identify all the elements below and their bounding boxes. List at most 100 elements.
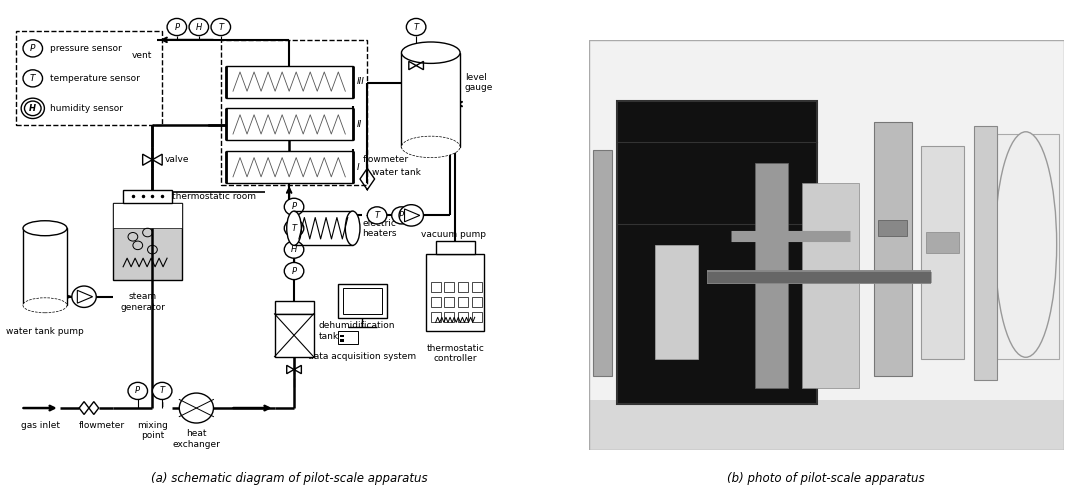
Bar — [294, 211, 353, 246]
Bar — [472, 297, 482, 307]
Text: H: H — [291, 245, 297, 254]
Bar — [458, 282, 468, 292]
Text: flowmeter: flowmeter — [79, 421, 125, 430]
Circle shape — [25, 101, 41, 116]
Text: water tank: water tank — [373, 168, 421, 177]
Circle shape — [23, 70, 42, 87]
Text: electric
heaters: electric heaters — [363, 218, 397, 238]
Circle shape — [284, 220, 303, 237]
Bar — [431, 282, 441, 292]
Circle shape — [179, 393, 214, 423]
Text: water tank pump: water tank pump — [6, 327, 84, 336]
Text: T: T — [292, 224, 297, 233]
Text: P: P — [30, 44, 36, 53]
Text: data acquisition system: data acquisition system — [309, 352, 417, 362]
Text: pressure sensor: pressure sensor — [50, 44, 122, 53]
Text: H: H — [195, 23, 202, 32]
Text: thermostatic room: thermostatic room — [172, 192, 256, 201]
Text: III: III — [356, 77, 364, 86]
Bar — [921, 146, 964, 359]
Bar — [342, 288, 382, 314]
Bar — [593, 150, 612, 376]
Circle shape — [22, 98, 44, 119]
Bar — [472, 312, 482, 323]
Bar — [997, 134, 1059, 359]
Bar — [431, 297, 441, 307]
Bar — [402, 53, 460, 147]
Bar — [458, 297, 468, 307]
Text: heat
exchanger: heat exchanger — [173, 429, 220, 449]
Bar — [426, 254, 485, 331]
Bar — [926, 232, 959, 253]
Text: temperature sensor: temperature sensor — [50, 74, 139, 83]
Bar — [113, 203, 181, 280]
Text: P: P — [174, 23, 179, 32]
Bar — [340, 335, 345, 337]
Circle shape — [167, 18, 187, 36]
Bar — [274, 301, 313, 314]
Bar — [458, 312, 468, 323]
Circle shape — [406, 18, 426, 36]
Text: gas inlet: gas inlet — [21, 421, 59, 430]
Text: P: P — [292, 203, 297, 211]
Bar — [878, 220, 907, 236]
Bar — [445, 297, 455, 307]
Text: (a) schematic diagram of pilot-scale apparatus: (a) schematic diagram of pilot-scale app… — [151, 472, 428, 485]
Bar — [340, 339, 345, 342]
Text: thermostatic
controller: thermostatic controller — [427, 344, 484, 363]
Circle shape — [284, 241, 303, 258]
Bar — [226, 66, 353, 98]
Text: T: T — [160, 386, 165, 395]
Bar — [274, 314, 313, 357]
Bar — [802, 183, 860, 388]
Bar — [431, 312, 441, 323]
Bar — [113, 203, 181, 228]
Circle shape — [367, 207, 387, 224]
Text: level
gauge: level gauge — [465, 73, 494, 92]
Text: vacuum pump: vacuum pump — [421, 230, 486, 240]
Text: steam
generator: steam generator — [120, 292, 165, 312]
Text: T: T — [30, 74, 36, 83]
Bar — [874, 122, 912, 376]
Text: P: P — [399, 211, 404, 220]
Circle shape — [284, 198, 303, 215]
Bar — [23, 228, 67, 305]
Bar — [226, 151, 353, 183]
Bar — [656, 245, 698, 359]
Ellipse shape — [346, 211, 360, 246]
Ellipse shape — [23, 298, 67, 313]
Text: humidity sensor: humidity sensor — [50, 104, 123, 113]
Circle shape — [129, 382, 148, 400]
Text: P: P — [292, 267, 297, 276]
Ellipse shape — [995, 132, 1056, 357]
Text: T: T — [414, 23, 419, 32]
Bar — [973, 125, 997, 380]
Bar — [338, 331, 357, 344]
Text: flowmeter: flowmeter — [363, 156, 408, 165]
Circle shape — [392, 207, 411, 224]
Circle shape — [284, 262, 303, 280]
Bar — [755, 163, 788, 388]
Bar — [435, 241, 475, 254]
Bar — [338, 284, 387, 318]
Text: I: I — [356, 163, 360, 172]
Text: i: i — [161, 402, 163, 408]
Ellipse shape — [286, 211, 301, 246]
Bar — [226, 108, 353, 140]
Text: P: P — [135, 386, 140, 395]
Circle shape — [211, 18, 230, 36]
Ellipse shape — [402, 42, 460, 63]
Text: (b) photo of pilot-scale apparatus: (b) photo of pilot-scale apparatus — [728, 472, 924, 485]
Circle shape — [399, 205, 423, 226]
Bar — [445, 282, 455, 292]
Circle shape — [152, 382, 172, 400]
Circle shape — [23, 40, 42, 57]
Bar — [123, 190, 172, 203]
Bar — [617, 101, 816, 405]
Text: H: H — [29, 104, 37, 113]
Bar — [445, 312, 455, 323]
Ellipse shape — [23, 221, 67, 236]
Bar — [472, 282, 482, 292]
Text: T: T — [375, 211, 380, 220]
Text: mixing
point: mixing point — [137, 421, 167, 440]
